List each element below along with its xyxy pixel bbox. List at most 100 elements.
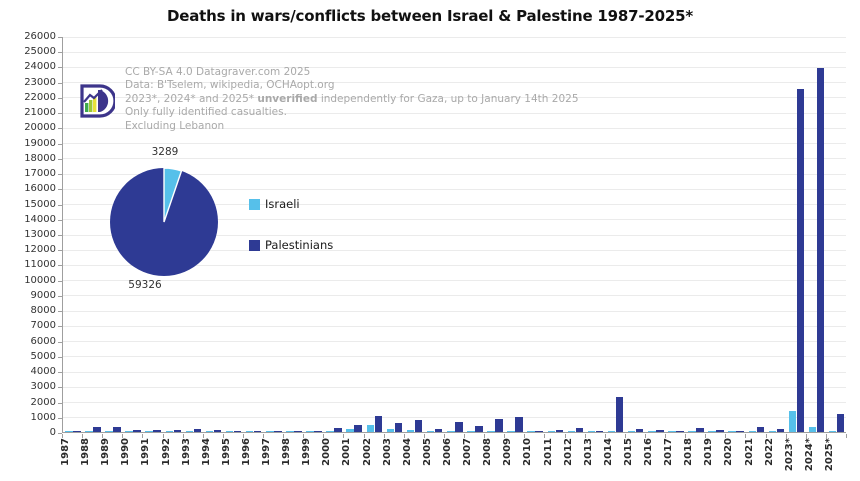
x-tick — [705, 434, 707, 438]
gridline — [63, 158, 846, 160]
bar-israeli-1991 — [145, 431, 153, 432]
bar-israeli-2012 — [567, 431, 576, 432]
x-tick-label: 2017 — [663, 438, 675, 466]
x-tick-label: 1990 — [120, 438, 132, 466]
gridline — [63, 204, 846, 206]
bar-palestinians-2016 — [656, 430, 664, 432]
bar-israeli-1999 — [306, 431, 314, 432]
y-tick-label: 19000 — [24, 137, 56, 149]
x-tick — [846, 434, 847, 438]
bar-israeli-1997 — [266, 431, 274, 432]
y-tick-label: 14000 — [24, 213, 56, 225]
x-tick — [624, 434, 626, 438]
x-tick-label: 1997 — [261, 438, 273, 466]
bar-palestinians-2019 — [716, 429, 724, 432]
x-tick-label: 1987 — [60, 438, 72, 466]
bar-palestinians-1987 — [73, 431, 81, 432]
annotation-license: CC BY-SA 4.0 Datagraver.com 2025 — [125, 66, 311, 78]
bar-palestinians-2005 — [434, 429, 443, 432]
x-tick — [142, 434, 144, 438]
y-tick-label: 0 — [49, 427, 56, 438]
gridline — [63, 82, 846, 84]
x-tick-label: 2016 — [643, 438, 655, 466]
bar-palestinians-1999 — [314, 431, 322, 432]
bar-israeli-2024* — [808, 427, 817, 432]
y-tick-label: 4000 — [30, 366, 56, 378]
x-tick — [484, 434, 486, 438]
gridline — [63, 51, 846, 53]
bar-palestinians-2012 — [575, 428, 584, 432]
bar-palestinians-1993 — [193, 429, 202, 432]
x-tick — [564, 434, 566, 438]
x-tick-label: 2005 — [421, 438, 433, 466]
y-tick-label: 3000 — [30, 381, 56, 393]
annotation-lebanon-note: Excluding Lebanon — [125, 119, 225, 132]
y-tick-label: 18000 — [24, 152, 56, 164]
y-tick — [58, 97, 62, 99]
x-tick-label: 2008 — [482, 438, 494, 466]
bar-palestinians-1997 — [274, 431, 282, 432]
bar-palestinians-2011 — [555, 430, 563, 432]
x-tick — [222, 434, 224, 438]
x-tick — [182, 434, 184, 438]
y-tick — [58, 265, 62, 267]
bar-palestinians-2017 — [676, 430, 684, 432]
bar-palestinians-2000 — [334, 427, 342, 432]
y-tick-label: 6000 — [30, 335, 56, 347]
pie-slice-israeli — [163, 167, 183, 223]
x-tick-label: 1995 — [220, 438, 232, 466]
legend-item-palestinians: Palestinians — [249, 238, 333, 252]
bar-israeli-2016 — [648, 431, 656, 432]
y-tick — [58, 113, 62, 115]
x-tick — [644, 434, 646, 438]
y-tick-label: 12000 — [24, 244, 56, 256]
x-tick — [765, 434, 767, 438]
y-tick-label: 23000 — [24, 76, 56, 88]
x-tick — [363, 434, 365, 438]
y-tick-label: 25000 — [24, 46, 56, 58]
bar-israeli-1994 — [205, 430, 214, 432]
bar-palestinians-2020 — [736, 431, 744, 432]
x-tick — [202, 434, 204, 438]
gridline — [63, 402, 846, 404]
gridline — [63, 356, 846, 358]
gridline — [63, 310, 846, 312]
x-tick-label: 2015 — [622, 438, 634, 466]
bar-palestinians-2023* — [796, 89, 805, 432]
x-tick-label: 2023* — [783, 438, 795, 472]
y-tick — [58, 235, 62, 236]
x-tick-label: 2013 — [582, 438, 594, 466]
x-tick-label: 1993 — [180, 438, 192, 466]
x-tick-label: 1991 — [140, 438, 152, 466]
x-tick — [504, 434, 506, 438]
x-tick — [343, 434, 345, 438]
x-tick-label: 1989 — [100, 438, 112, 466]
gridline — [63, 386, 846, 388]
x-tick — [403, 434, 405, 438]
bar-palestinians-2013 — [595, 431, 604, 432]
bar-israeli-2020 — [728, 431, 736, 432]
y-tick-label: 13000 — [24, 229, 56, 240]
y-tick — [58, 356, 62, 358]
x-tick-label: 2000 — [321, 438, 333, 466]
y-tick-label: 26000 — [24, 31, 56, 42]
x-tick — [584, 434, 586, 438]
y-tick — [58, 311, 62, 313]
x-tick — [62, 434, 63, 438]
y-tick — [58, 341, 62, 343]
y-tick — [58, 402, 62, 404]
x-tick — [745, 434, 747, 438]
bar-palestinians-2010 — [535, 430, 543, 432]
y-tick-label: 8000 — [30, 305, 56, 317]
annotation-block: CC BY-SA 4.0 Datagraver.com 2025 Data: B… — [125, 66, 595, 133]
x-tick-label: 2012 — [562, 438, 574, 466]
x-tick — [464, 434, 466, 438]
datagraver-logo-icon — [80, 84, 115, 118]
x-tick-label: 2024* — [803, 438, 815, 472]
bar-palestinians-2006 — [455, 421, 463, 432]
x-tick-label: 2006 — [442, 438, 453, 466]
x-tick-label: 1994 — [200, 438, 212, 466]
x-tick — [383, 434, 385, 438]
y-tick-label: 5000 — [30, 350, 56, 362]
x-tick-label: 2019 — [703, 438, 715, 466]
